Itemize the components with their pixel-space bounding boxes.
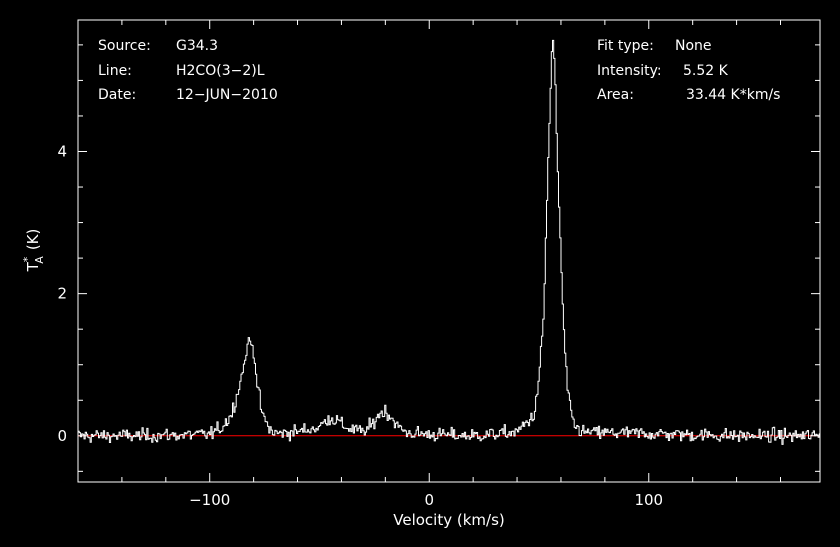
y-axis-title-sub: A: [33, 256, 46, 264]
svg-text:T*A(K): T*A (K): [21, 229, 46, 273]
x-tick-label: −100: [189, 491, 230, 509]
y-tick-label: 4: [57, 142, 67, 160]
y-tick-label: 0: [57, 427, 67, 445]
info-date-key: Date:: [98, 87, 136, 103]
y-axis-title-main: T: [24, 261, 42, 272]
info-source-key: Source:: [98, 38, 151, 54]
info-right: Fit type: None Intensity: 5.52 K Area: 3…: [597, 38, 780, 103]
plot-frame: [77, 19, 821, 483]
spectrum-line: [78, 39, 820, 445]
info-left: Source: G34.3 Line: H2CO(3−2)L Date: 12−…: [98, 38, 278, 103]
info-fit-type-value: None: [675, 38, 712, 54]
info-fit-type-key: Fit type:: [597, 38, 654, 54]
info-line-key: Line:: [98, 63, 132, 79]
y-axis-ticks: 0 2 4: [57, 44, 820, 472]
y-axis-title: T*A (K): [21, 229, 46, 273]
y-tick-label: 2: [57, 285, 67, 303]
x-tick-label: 0: [424, 491, 434, 509]
x-tick-label: 100: [634, 491, 663, 509]
x-axis-title: Velocity (km/s): [393, 511, 504, 529]
info-area-key: Area:: [597, 87, 634, 103]
info-area-value: 33.44 K*km/s: [686, 87, 780, 103]
info-intensity-value: 5.52 K: [683, 63, 729, 79]
y-axis-title-sup: *: [21, 256, 34, 262]
info-source-value: G34.3: [176, 38, 218, 54]
y-axis-title-unit: (K): [24, 229, 42, 251]
info-line-value: H2CO(3−2)L: [176, 63, 265, 79]
info-intensity-key: Intensity:: [597, 63, 662, 79]
x-axis-ticks: −100 0 100: [77, 20, 781, 509]
info-date-value: 12−JUN−2010: [176, 87, 278, 103]
